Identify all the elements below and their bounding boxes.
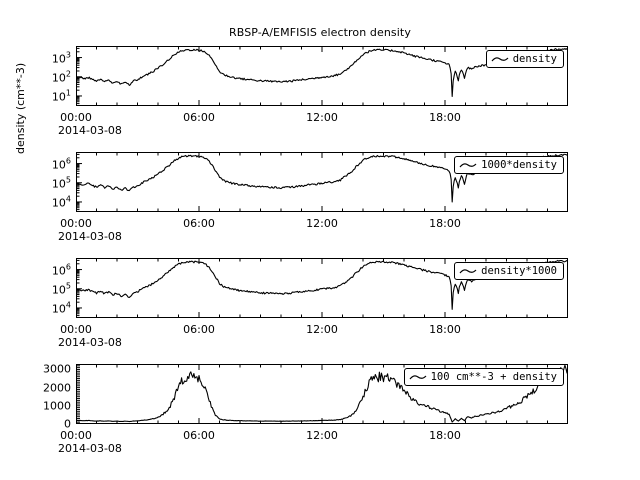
x-axis-date-label: 2014-03-08: [58, 442, 122, 455]
legend-line-sample: [459, 268, 477, 273]
x-tick-label: 06:00: [183, 323, 215, 336]
y-tick-label: 104: [51, 194, 71, 210]
figure-title: RBSP-A/EMFISIS electron density: [229, 26, 411, 39]
y-tick-label: 103: [51, 50, 71, 65]
x-tick-label: 12:00: [306, 217, 338, 230]
x-tick-label: 00:00: [60, 217, 92, 230]
x-tick-label: 18:00: [429, 429, 461, 442]
y-tick-label: 104: [51, 300, 71, 316]
data-trace: [76, 364, 568, 423]
x-tick-label: 06:00: [183, 429, 215, 442]
x-tick-label: 12:00: [306, 429, 338, 442]
y-tick-label: 105: [51, 175, 71, 191]
y-tick-label: 2000: [43, 381, 71, 395]
legend-line-sample: [409, 374, 426, 379]
x-axis-date-label: 2014-03-08: [58, 230, 122, 243]
x-tick-label: 06:00: [183, 217, 215, 230]
panel-1000-times-density: 104 105 106 00:00 06:00 12:00 18:00 2014-03-08 1…: [52, 152, 568, 243]
legend-label: 100 cm**-3 + density: [430, 371, 557, 383]
y-tick-label: 0: [64, 417, 71, 431]
x-tick-label: 18:00: [429, 217, 461, 230]
y-tick-label: 106: [51, 156, 71, 171]
plot-area: [76, 364, 568, 424]
legend-box[interactable]: density: [485, 50, 564, 69]
x-axis-date-label: 2014-03-08: [58, 336, 122, 349]
panel-offset-density: 0 1000 2000 3000 00:00 06:00 12:00 18:00 2014-03…: [43, 363, 568, 455]
x-tick-label: 00:00: [60, 111, 92, 124]
legend-label: density: [512, 53, 557, 65]
x-axis-date-label: 2014-03-08: [58, 124, 122, 137]
y-tick-label: 105: [51, 281, 71, 297]
y-axis-label: density (cm**-3): [14, 62, 27, 154]
x-tick-label: 12:00: [306, 111, 338, 124]
legend-label: 1000*density: [481, 159, 557, 171]
legend-box[interactable]: density*1000: [454, 262, 564, 281]
y-tick-label: 3000: [43, 362, 71, 376]
x-tick-label: 18:00: [429, 323, 461, 336]
legend-line-sample: [459, 162, 477, 167]
x-tick-label: 00:00: [60, 323, 92, 336]
x-tick-label: 12:00: [306, 323, 338, 336]
panel-density: 101 102 103 00:00 06:00 12:00 18:00 2014-03-08 d…: [52, 46, 568, 137]
legend-box[interactable]: 1000*density: [454, 156, 564, 175]
x-tick-label: 18:00: [429, 111, 461, 124]
y-tick-label: 1000: [43, 399, 71, 413]
legend-line-sample: [491, 56, 509, 61]
y-tick-label: 106: [51, 262, 71, 277]
y-tick-label: 101: [51, 88, 71, 104]
panel-density-times-1000: 104 105 106 00:00 06:00 12:00 18:00 2014-03-08 d…: [52, 258, 568, 349]
y-tick-label: 102: [51, 69, 71, 85]
legend-label: density*1000: [481, 265, 557, 277]
x-tick-label: 00:00: [60, 429, 92, 442]
legend-box[interactable]: 100 cm**-3 + density: [403, 368, 564, 387]
x-tick-label: 06:00: [183, 111, 215, 124]
